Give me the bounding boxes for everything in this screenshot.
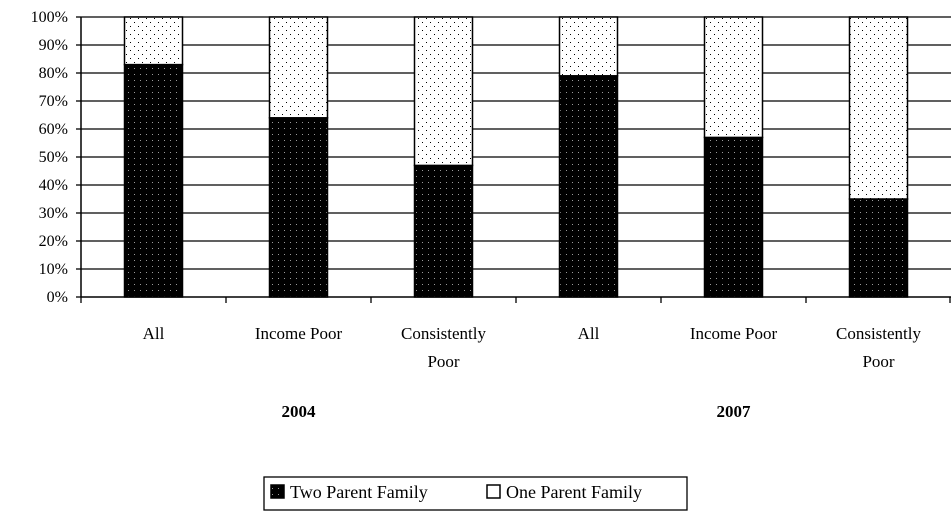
x-category-label: Consistently <box>836 324 922 343</box>
labels: 0% 10% 20% 30% 40% 50% 60% 70% 80% 90% 100% All Inco… <box>31 9 922 421</box>
group-label: 2007 <box>717 402 752 421</box>
legend-label: One Parent Family <box>506 482 642 502</box>
bar-segment-two-parent <box>703 136 764 298</box>
bar-segment-one-parent <box>703 16 764 139</box>
x-category-label: Consistently <box>401 324 487 343</box>
bar-segment-one-parent <box>268 16 329 119</box>
axes <box>76 16 951 303</box>
bar-segment-two-parent <box>123 63 184 298</box>
x-category-label: Income Poor <box>690 324 778 343</box>
bar-segment-two-parent <box>268 117 329 298</box>
y-tick-label: 100% <box>31 9 68 26</box>
y-tick-label: 10% <box>39 261 68 278</box>
y-tick-label: 70% <box>39 93 68 110</box>
group-label: 2004 <box>282 402 317 421</box>
y-tick-label: 50% <box>39 149 68 166</box>
bar-segment-two-parent <box>413 164 474 298</box>
bar-segment-one-parent <box>123 16 184 66</box>
x-category-label: Poor <box>862 352 894 371</box>
x-category-label: Poor <box>427 352 459 371</box>
y-tick-label: 80% <box>39 65 68 82</box>
y-tick-label: 20% <box>39 233 68 250</box>
legend-swatch-one-parent <box>486 484 501 499</box>
bar-segment-one-parent <box>848 16 909 200</box>
y-tick-label: 40% <box>39 177 68 194</box>
bar-segment-two-parent <box>558 75 619 298</box>
legend: Two Parent Family One Parent Family <box>263 476 688 511</box>
x-category-label: All <box>143 324 165 343</box>
legend-box <box>263 476 688 511</box>
y-tick-label: 60% <box>39 121 68 138</box>
bar-segment-two-parent <box>848 198 909 298</box>
y-tick-label: 90% <box>39 37 68 54</box>
legend-label: Two Parent Family <box>290 482 428 502</box>
y-tick-label: 30% <box>39 205 68 222</box>
y-tick-label: 0% <box>47 289 68 306</box>
bar-segment-one-parent <box>558 16 619 77</box>
x-category-label: All <box>578 324 600 343</box>
gridlines <box>81 16 951 270</box>
legend-swatch-two-parent <box>270 484 285 499</box>
x-category-label: Income Poor <box>255 324 343 343</box>
bar-segment-one-parent <box>413 16 474 167</box>
